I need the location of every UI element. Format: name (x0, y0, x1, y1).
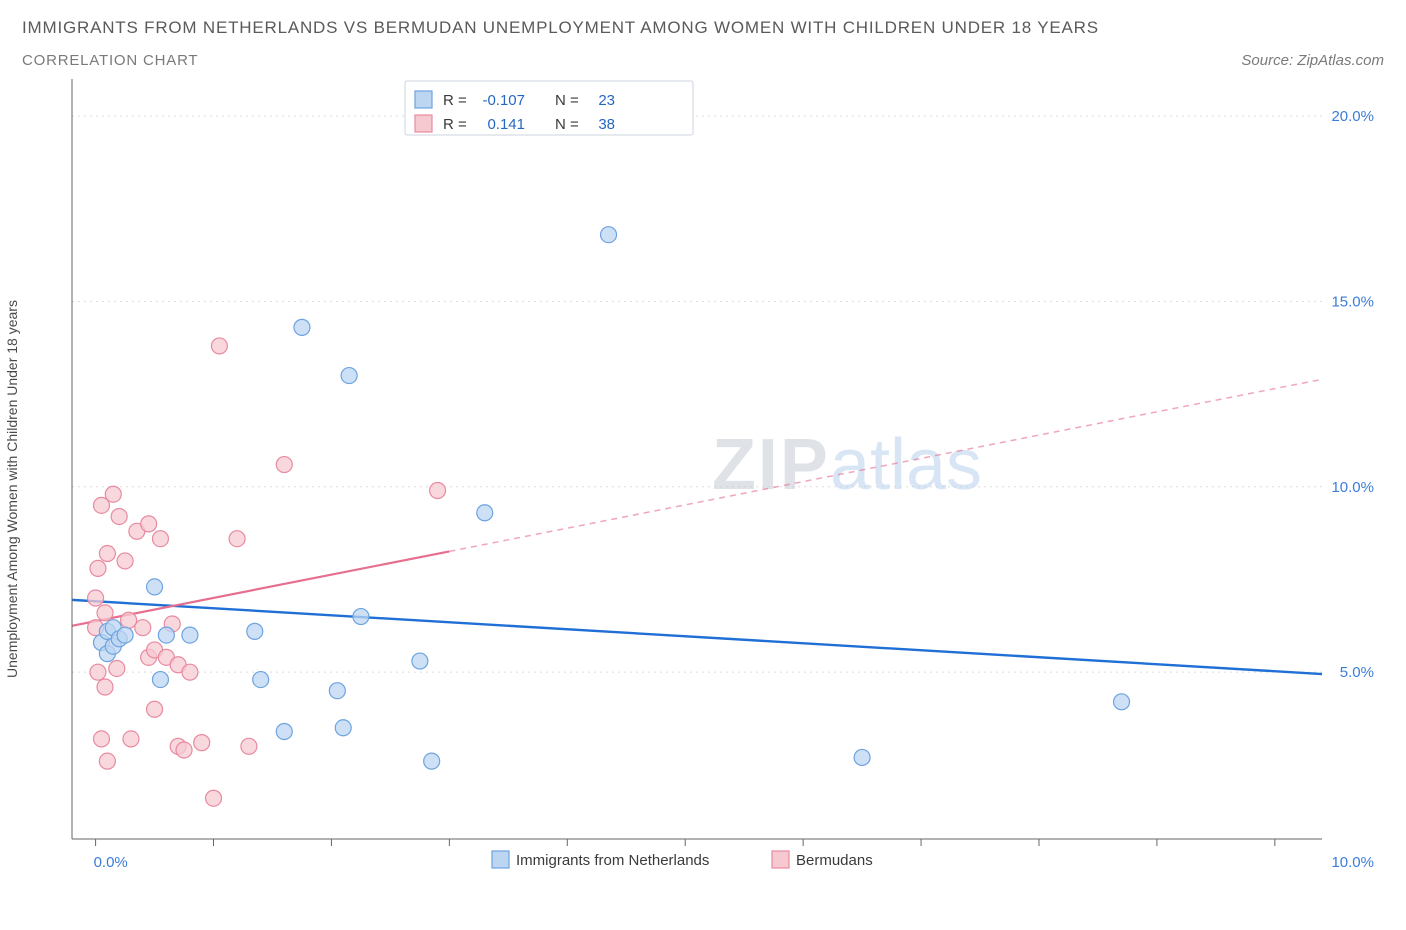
legend-swatch (415, 115, 432, 132)
scatter-point (176, 742, 192, 758)
scatter-point (109, 660, 125, 676)
bottom-legend-swatch (492, 851, 509, 868)
scatter-point (123, 731, 139, 747)
scatter-point (253, 672, 269, 688)
scatter-point (353, 609, 369, 625)
correlation-chart: 5.0% 10.0% 15.0% 20.0% ZIPatlas 0.0% 10.0% R =-… (22, 79, 1382, 899)
scatter-point (117, 627, 133, 643)
source-attribution: Source: ZipAtlas.com (1241, 52, 1384, 69)
watermark: ZIPatlas (712, 425, 982, 505)
bottom-legend-label: Bermudans (796, 852, 873, 869)
scatter-point (147, 579, 163, 595)
scatter-point (121, 612, 137, 628)
scatter-point (90, 560, 106, 576)
scatter-point (424, 753, 440, 769)
scatter-point (182, 664, 198, 680)
scatter-point (97, 605, 113, 621)
y-tick-label: 10.0% (1331, 479, 1374, 496)
scatter-point (341, 368, 357, 384)
x-tick-label: 0.0% (94, 854, 128, 871)
bottom-legend-label: Immigrants from Netherlands (516, 852, 709, 869)
legend-n-value: 38 (598, 116, 615, 133)
scatter-point (158, 627, 174, 643)
bottom-legend-swatch (772, 851, 789, 868)
scatter-point (854, 749, 870, 765)
scatter-point (93, 731, 109, 747)
scatter-point (117, 553, 133, 569)
scatter-point (147, 701, 163, 717)
scatter-point (276, 457, 292, 473)
source-name: ZipAtlas.com (1297, 52, 1384, 69)
legend-r-value: 0.141 (487, 116, 525, 133)
scatter-point (135, 620, 151, 636)
scatter-point (99, 753, 115, 769)
legend-swatch (415, 91, 432, 108)
scatter-point (241, 738, 257, 754)
source-prefix: Source: (1241, 52, 1297, 69)
legend-r-value: -0.107 (482, 92, 525, 109)
scatter-point (194, 735, 210, 751)
scatter-point (182, 627, 198, 643)
scatter-point (141, 516, 157, 532)
chart-subtitle: CORRELATION CHART (22, 52, 1099, 69)
scatter-point (1114, 694, 1130, 710)
scatter-point (99, 546, 115, 562)
y-axis-label: Unemployment Among Women with Children U… (4, 300, 20, 678)
scatter-point (152, 672, 168, 688)
y-tick-label: 15.0% (1331, 293, 1374, 310)
legend-n-label: N = (555, 116, 579, 133)
scatter-point (294, 319, 310, 335)
legend-n-value: 23 (598, 92, 615, 109)
scatter-point (152, 531, 168, 547)
scatter-point (105, 486, 121, 502)
scatter-point (206, 790, 222, 806)
scatter-point (211, 338, 227, 354)
scatter-point (97, 679, 113, 695)
scatter-point (90, 664, 106, 680)
scatter-point (88, 590, 104, 606)
scatter-point (430, 483, 446, 499)
scatter-point (335, 720, 351, 736)
x-tick-label: 10.0% (1331, 854, 1374, 871)
legend-r-label: R = (443, 92, 467, 109)
y-tick-label: 20.0% (1331, 108, 1374, 125)
y-tick-label: 5.0% (1340, 664, 1374, 681)
scatter-point (601, 227, 617, 243)
regression-line-dashed (449, 379, 1322, 551)
scatter-point (229, 531, 245, 547)
legend-n-label: N = (555, 92, 579, 109)
legend-r-label: R = (443, 116, 467, 133)
scatter-point (329, 683, 345, 699)
scatter-point (247, 623, 263, 639)
scatter-point (412, 653, 428, 669)
scatter-point (111, 508, 127, 524)
scatter-point (276, 723, 292, 739)
chart-title: IMMIGRANTS FROM NETHERLANDS VS BERMUDAN … (22, 18, 1099, 38)
scatter-point (477, 505, 493, 521)
